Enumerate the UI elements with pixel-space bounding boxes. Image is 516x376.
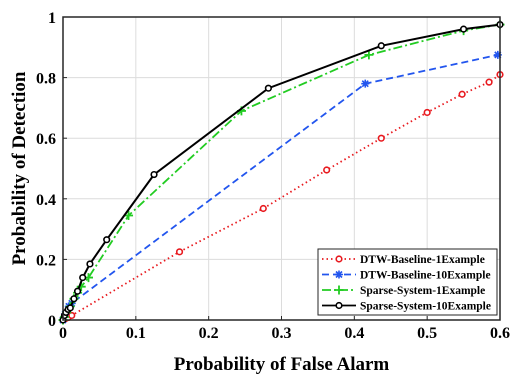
data-point <box>459 25 468 33</box>
series-layer <box>58 20 505 325</box>
data-point <box>103 236 111 244</box>
data-point <box>364 50 374 60</box>
data-point <box>493 50 502 59</box>
data-point <box>66 304 74 312</box>
x-tick-label: 0.2 <box>199 325 219 342</box>
legend-entry-label: DTW-Baseline-10Example <box>360 270 491 282</box>
data-point <box>485 78 493 86</box>
data-point <box>423 108 431 117</box>
data-point <box>458 90 466 98</box>
y-tick-label: 0.8 <box>36 71 56 88</box>
y-tick-label: 0.6 <box>36 131 56 148</box>
data-point <box>264 84 272 92</box>
y-tick-label: 1 <box>48 10 56 27</box>
legend-entry-label: Sparse-System-10Example <box>360 301 491 313</box>
data-point <box>150 170 158 179</box>
data-point <box>335 301 343 310</box>
y-tick-label: 0.4 <box>36 192 56 209</box>
data-point <box>73 287 82 295</box>
data-point <box>124 210 134 220</box>
x-axis-label: Probability of False Alarm <box>174 354 390 375</box>
y-tick-label: 0.2 <box>36 252 56 269</box>
legend-box <box>317 248 498 316</box>
series-3 <box>59 20 504 324</box>
data-point <box>335 255 343 263</box>
data-point <box>323 166 331 174</box>
data-point <box>259 204 267 213</box>
data-point <box>377 42 385 50</box>
y-tick-label: 0 <box>48 313 56 330</box>
x-tick-label: 0.6 <box>490 325 510 342</box>
x-tick-label: 0 <box>59 325 67 342</box>
data-point <box>334 285 344 295</box>
data-point <box>68 311 76 320</box>
data-point <box>86 260 94 268</box>
tick-labels: 0 0.1 0.2 0.3 0.4 0.5 0.6 0 0.2 0.4 0.6 0.8 1 <box>36 10 510 342</box>
legend-entry-label: Sparse-System-1Example <box>360 285 485 297</box>
x-tick-label: 0.5 <box>417 325 437 342</box>
legend: DTW-Baseline-1Example DTW-Baseline-10Exam… <box>317 248 498 316</box>
data-point <box>79 273 87 282</box>
legend-entry-label: DTW-Baseline-1Example <box>360 254 485 266</box>
x-tick-label: 0.4 <box>344 325 364 342</box>
data-point <box>335 270 343 279</box>
x-tick-label: 0.1 <box>126 325 146 342</box>
y-axis-label: Probability of Detection <box>9 71 30 265</box>
data-point <box>377 134 385 142</box>
data-point <box>175 248 184 256</box>
x-tick-label: 0.3 <box>272 325 292 342</box>
data-point <box>361 79 370 88</box>
data-point <box>70 295 78 303</box>
